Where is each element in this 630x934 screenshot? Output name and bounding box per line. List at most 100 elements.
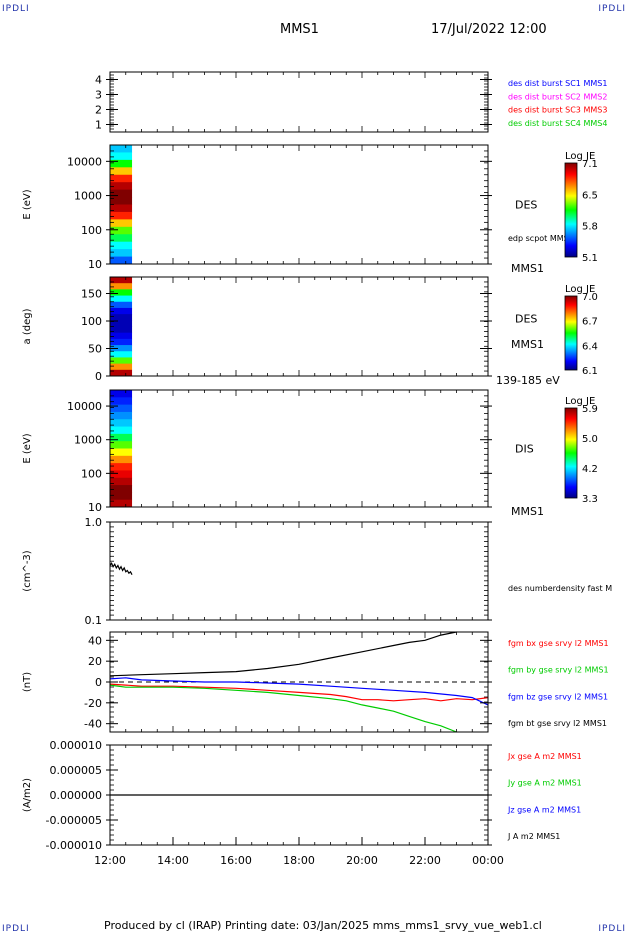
ytick-label-dis_energy: 10 [88, 501, 102, 514]
heatmap-cell-dis_energy-6 [110, 433, 133, 442]
heatmap-cell-des_energy-12 [110, 234, 133, 243]
xtick-label: 16:00 [220, 854, 252, 867]
panel-frame-des_energy [109, 144, 489, 265]
heatmap-cell-des_pitch-0 [110, 277, 133, 284]
heatmap-cell-des_pitch-15 [110, 369, 133, 377]
heatmap-cell-dis_energy-11 [110, 470, 133, 479]
ytick-label-burst: 2 [95, 104, 102, 117]
legend-entry-current: Jz gse A m2 MMS1 [507, 805, 581, 814]
ytick-label-density: 0.1 [85, 614, 103, 627]
heatmap-cell-des_energy-5 [110, 182, 133, 191]
ytick-label-des_energy: 10 [88, 258, 102, 271]
ytick-label-des_energy: 1000 [74, 190, 102, 203]
colorbar-title-dis_energy: Log JE [565, 396, 595, 407]
colorbar-tick-label-des_pitch: 6.4 [582, 341, 598, 352]
heatmap-cell-des_pitch-3 [110, 295, 133, 303]
heatmap-cell-dis_energy-10 [110, 463, 133, 471]
heatmap-cell-dis_energy-9 [110, 455, 133, 464]
heatmap-cell-dis_energy-13 [110, 485, 133, 493]
ytick-label-current: 0.000010 [50, 739, 103, 752]
heatmap-cell-des_energy-7 [110, 197, 133, 205]
legend-entry-fgm: fgm by gse srvy l2 MMS1 [508, 666, 609, 675]
ytick-label-current: -0.000005 [46, 814, 102, 827]
heatmap-cell-dis_energy-8 [110, 448, 133, 457]
instrument-label-dis_energy: DIS [515, 443, 534, 456]
bottom-label-dis_energy: MMS1 [511, 505, 544, 518]
heatmap-cell-des_pitch-6 [110, 314, 133, 321]
colorbar-tick-label-des_energy: 5.8 [582, 222, 598, 233]
xtick-label: 22:00 [409, 854, 441, 867]
xtick-label: 20:00 [346, 854, 378, 867]
ylabel-density: (cm^-3) [22, 550, 33, 591]
heatmap-cell-des_energy-9 [110, 211, 133, 220]
ytick-label-dis_energy: 10000 [67, 400, 102, 413]
heatmap-cell-des_energy-0 [110, 145, 133, 153]
heatmap-cell-des_pitch-12 [110, 351, 133, 358]
colorbar-title-des_energy: Log JE [565, 151, 595, 162]
bottom-label-des_energy: MMS1 [511, 262, 544, 275]
colorbar-dis_energy [564, 407, 578, 499]
ytick-label-burst: 4 [95, 74, 102, 87]
legend-entry-burst: des dist burst SC2 MMS2 [508, 92, 607, 101]
heatmap-cell-des_energy-14 [110, 249, 133, 258]
ytick-label-dis_energy: 100 [81, 467, 102, 480]
legend-entry-burst: des dist burst SC3 MMS3 [508, 106, 607, 115]
page-title: MMS1 [280, 22, 319, 37]
heatmap-cell-dis_energy-14 [110, 492, 133, 501]
heatmap-cell-des_pitch-9 [110, 332, 133, 340]
panel-frame-dis_energy [109, 389, 489, 508]
heatmap-cell-des_pitch-8 [110, 326, 133, 334]
legend-entry-fgm: fgm bz gse srvy l2 MMS1 [508, 692, 608, 701]
ytick-label-current: -0.000010 [46, 839, 102, 852]
ytick-label-dis_energy: 1000 [74, 434, 102, 447]
heatmap-cell-des_pitch-14 [110, 363, 133, 371]
sub-label-des_pitch: MMS1 [511, 338, 544, 351]
bottom-label-des_pitch: 139-185 eV [496, 374, 560, 387]
colorbar-tick-label-des_energy: 7.1 [582, 159, 598, 170]
heatmap-cell-des_pitch-1 [110, 283, 133, 290]
heatmap-cell-des_pitch-11 [110, 345, 133, 352]
heatmap-cell-dis_energy-2 [110, 404, 133, 413]
colorbar-des_pitch [564, 295, 578, 371]
instrument-label-des_pitch: DES [515, 313, 537, 326]
xtick-label: 18:00 [283, 854, 315, 867]
ytick-label-des_pitch: 100 [81, 315, 102, 328]
ytick-label-des_pitch: 50 [88, 343, 102, 356]
xtick-label: 00:00 [472, 854, 504, 867]
ytick-label-burst: 1 [95, 119, 102, 132]
heatmap-cell-des_energy-15 [110, 256, 133, 265]
series-line-fgm-bx [109, 683, 489, 702]
heatmap-cell-dis_energy-12 [110, 477, 133, 486]
heatmap-cell-des_energy-8 [110, 204, 133, 213]
heatmap-cell-des_energy-11 [110, 226, 133, 235]
colorbar-tick-label-des_pitch: 6.1 [582, 366, 598, 377]
legend-entry-current: Jy gse A m2 MMS1 [507, 779, 582, 788]
heatmap-cell-dis_energy-15 [110, 499, 133, 508]
colorbar-tick-label-dis_energy: 5.9 [582, 404, 598, 415]
corner-logo-bl: IPDLI [2, 924, 30, 934]
ylabel-current: (A/m2) [22, 778, 33, 812]
corner-logo-tr: IPDLI [598, 4, 626, 14]
colorbar-des_energy [564, 162, 578, 258]
ytick-label-density: 1.0 [85, 516, 103, 529]
series-line-fgm-bt [109, 631, 457, 677]
heatmap-cell-des_energy-3 [110, 167, 133, 176]
xtick-label: 14:00 [157, 854, 189, 867]
legend-entry-fgm: fgm bt gse srvy l2 MMS1 [508, 719, 607, 728]
heatmap-cell-des_pitch-2 [110, 289, 133, 297]
heatmap-cell-dis_energy-7 [110, 441, 133, 449]
series-line-density-0 [109, 561, 133, 575]
ytick-label-fgm: 40 [88, 634, 102, 647]
ytick-label-des_pitch: 0 [95, 370, 102, 383]
heatmap-cell-dis_energy-0 [110, 390, 133, 398]
corner-logo-tl: IPDLI [2, 4, 30, 14]
ytick-label-current: 0.000000 [50, 789, 103, 802]
legend-entry-fgm: fgm bx gse srvy l2 MMS1 [508, 639, 609, 648]
xtick-label: 12:00 [94, 854, 126, 867]
ytick-label-current: 0.000005 [50, 764, 103, 777]
legend-entry-density: des numberdensity fast M [508, 584, 612, 593]
colorbar-title-des_pitch: Log JE [565, 284, 595, 295]
corner-logo-br: IPDLI [598, 924, 626, 934]
panel-frame-burst [109, 71, 489, 133]
